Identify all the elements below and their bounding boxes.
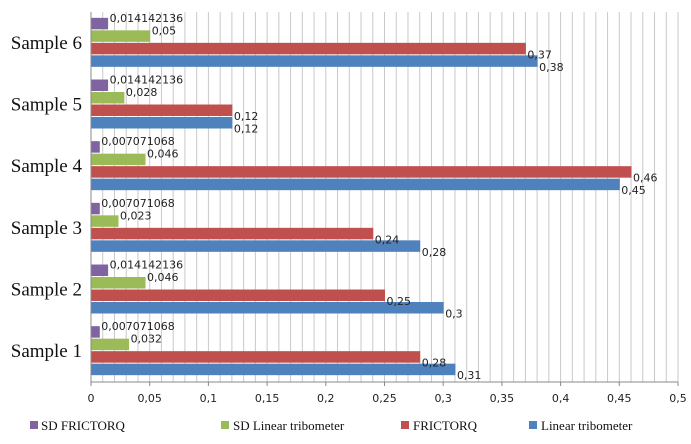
bar [91,202,100,215]
data-label: 0,046 [147,148,179,161]
bar [91,141,100,153]
legend: SD FRICTORQ SD Linear tribometer FRICTORQ L… [30,418,633,433]
x-tick-label: 0,25 [372,392,397,405]
bar [91,338,130,351]
legend-label: FRICTORQ [413,418,478,433]
data-label: 0,12 [234,110,259,123]
bar [91,104,233,116]
data-label: 0,45 [621,184,646,197]
bar [91,30,151,42]
data-label: 0,014142136 [110,259,183,272]
data-label: 0,046 [147,271,179,284]
data-label: 0,46 [633,172,658,185]
bar [91,215,119,227]
x-tick-label: 0,1 [200,392,218,405]
data-label: 0,24 [375,233,400,246]
legend-label: Linear tribometer [541,418,633,433]
category-label: Sample 2 [11,280,82,301]
category-label: Sample 3 [11,218,82,239]
x-tick-label: 0,4 [552,392,570,405]
data-label: 0,007071068 [101,320,174,333]
x-tick-label: 0,5 [669,392,687,405]
data-label: 0,007071068 [101,197,174,210]
data-label: 0,007071068 [101,135,174,148]
data-label: 0,38 [539,61,564,74]
bar [91,178,620,191]
bar [91,277,146,289]
bar [91,351,421,363]
data-label: 0,014142136 [110,74,183,87]
axes: 0 0,05 0,1 0,15 0,2 0,25 0,3 0,35 0,4 0,45 0,5 Samp… [11,12,687,405]
data-label: 0,028 [126,86,158,99]
bar [91,153,146,166]
x-tick-label: 0,3 [434,392,452,405]
bar [91,92,125,104]
data-label: 0,31 [457,369,482,382]
x-tick-label: 0,15 [255,392,280,405]
data-label: 0,023 [120,209,152,222]
legend-swatch [221,421,229,429]
legend-swatch [401,421,409,429]
x-tick-label: 0,05 [137,392,162,405]
data-label: 0,032 [131,333,163,346]
category-label: Sample 1 [11,341,82,362]
bar [91,302,444,314]
category-label: Sample 6 [11,33,82,54]
bar [91,79,109,91]
data-label: 0,28 [422,357,447,370]
legend-label: SD FRICTORQ [41,418,126,433]
bar [91,227,374,240]
category-label: Sample 5 [11,95,82,116]
bar [91,42,526,55]
bars [91,17,632,376]
grid-lines [90,12,679,382]
x-tick-label: 0,2 [317,392,335,405]
bar [91,55,538,67]
bar [91,166,632,178]
legend-label: SD Linear tribometer [233,418,345,433]
bar [91,17,109,30]
data-label: 0,05 [152,24,177,37]
category-label: Sample 4 [11,156,83,177]
data-label: 0,28 [422,246,447,259]
legend-swatch [30,421,38,429]
data-label: 0,25 [387,295,412,308]
bar [91,363,456,376]
x-tick-label: 0,35 [490,392,515,405]
legend-swatch [529,421,537,429]
bar [91,117,233,129]
bar [91,264,109,276]
x-tick-label: 0,45 [607,392,632,405]
data-label: 0,3 [445,308,463,321]
bar [91,240,421,252]
data-labels: 0,310,280,0320,0070710680,30,250,0460,01… [101,12,657,382]
data-label: 0,12 [234,123,259,136]
bar [91,289,385,301]
data-label: 0,014142136 [110,12,183,25]
data-label: 0,37 [527,48,552,61]
bar [91,326,100,338]
x-tick-label: 0 [88,392,95,405]
